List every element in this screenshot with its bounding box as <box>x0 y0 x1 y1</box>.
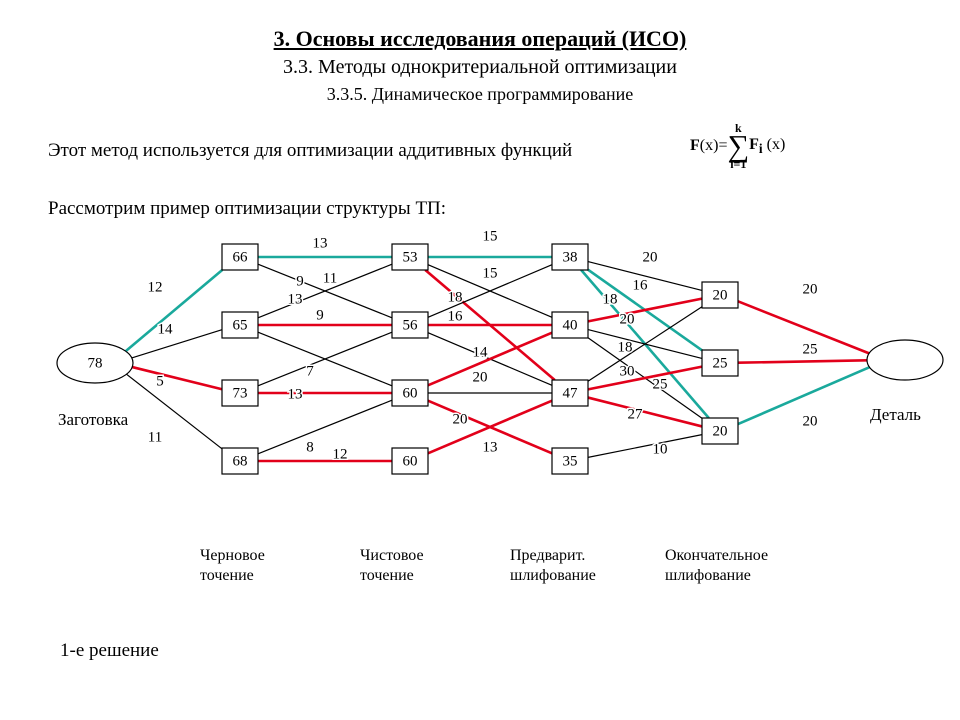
stage-label-0-line2: точение <box>200 567 254 584</box>
node-label-n35: 35 <box>563 453 578 469</box>
edge-label: 13 <box>483 439 498 455</box>
node-end <box>867 340 943 380</box>
edge-label: 13 <box>288 386 303 402</box>
edge <box>258 400 392 454</box>
stage-label-1: Чистовое <box>360 547 424 564</box>
node-label-n56: 56 <box>403 317 419 333</box>
edge-label: 15 <box>483 265 498 281</box>
edge-label: 20 <box>473 369 488 385</box>
edge-label: 13 <box>288 291 303 307</box>
stage-label-0: Черновое <box>200 547 265 564</box>
stage-label-3: Окончательное <box>665 547 768 564</box>
node-label-n20a: 20 <box>713 287 728 303</box>
edge-label: 16 <box>448 308 464 324</box>
edge-label: 9 <box>296 273 304 289</box>
edge-label: 14 <box>473 344 489 360</box>
edge <box>588 435 702 458</box>
edge <box>132 367 222 389</box>
label-zagotovka: Заготовка <box>58 410 129 429</box>
node-label-n25: 25 <box>713 355 728 371</box>
nodes-group: 78666573685356606038404735202520 <box>57 244 943 474</box>
node-label-start: 78 <box>88 355 103 371</box>
edge-label: 16 <box>633 277 649 293</box>
node-label-n65: 65 <box>233 317 248 333</box>
edge-label: 18 <box>618 339 633 355</box>
edge-label: 10 <box>653 441 668 457</box>
edge-label: 30 <box>620 363 635 379</box>
edge-label: 12 <box>333 446 348 462</box>
edge-label: 12 <box>148 279 163 295</box>
edge-label: 9 <box>316 307 324 323</box>
edge-label: 25 <box>803 341 818 357</box>
edge-label: 11 <box>323 270 337 286</box>
label-detal: Деталь <box>870 405 921 424</box>
node-label-n66: 66 <box>233 249 249 265</box>
edge-label: 20 <box>803 281 818 297</box>
edge-label: 18 <box>448 289 463 305</box>
node-label-n60b: 60 <box>403 453 418 469</box>
edge-label: 18 <box>603 291 618 307</box>
node-label-n53: 53 <box>403 249 418 265</box>
node-label-n60a: 60 <box>403 385 418 401</box>
node-label-n20b: 20 <box>713 423 728 439</box>
edge <box>126 270 223 351</box>
node-label-n73: 73 <box>233 385 248 401</box>
edge <box>738 360 867 362</box>
edge-label: 15 <box>483 228 498 244</box>
edges-group <box>126 257 870 461</box>
node-label-n38: 38 <box>563 249 578 265</box>
edge-label: 25 <box>653 376 668 392</box>
stage-label-2-line2: шлифование <box>510 567 596 584</box>
node-label-n47: 47 <box>563 385 579 401</box>
node-label-n40: 40 <box>563 317 578 333</box>
node-label-n68: 68 <box>233 453 248 469</box>
stage-label-2: Предварит. <box>510 547 585 564</box>
edge-label: 11 <box>148 429 162 445</box>
diagram-svg: 1214511139119713138121515181614202013201… <box>0 0 960 720</box>
edge-label: 27 <box>628 406 644 422</box>
edge-label: 20 <box>620 311 635 327</box>
edge-label: 7 <box>306 363 314 379</box>
edge-label: 8 <box>306 439 314 455</box>
stage-label-1-line2: точение <box>360 567 414 584</box>
stage-label-3-line2: шлифование <box>665 567 751 584</box>
edge-label: 13 <box>313 235 328 251</box>
edge-label: 14 <box>158 321 174 337</box>
edge-label: 20 <box>453 411 468 427</box>
edge <box>588 398 702 427</box>
edge-label: 20 <box>803 413 818 429</box>
edge-label: 5 <box>156 373 164 389</box>
edge-label: 20 <box>643 249 658 265</box>
